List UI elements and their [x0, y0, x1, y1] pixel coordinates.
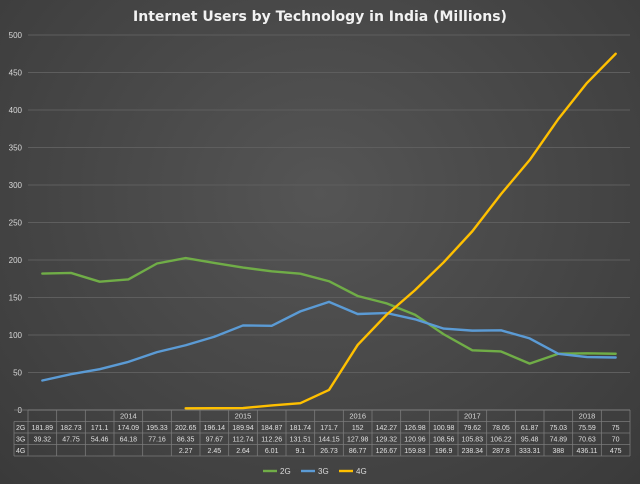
data-label: 108.56: [433, 437, 455, 444]
data-label: 126.67: [376, 448, 398, 455]
y-tick-label: 400: [9, 106, 23, 115]
data-label: 79.62: [464, 425, 482, 432]
data-label: 2.45: [208, 448, 222, 455]
data-label: 196.14: [204, 425, 226, 432]
data-label: 436.11: [577, 448, 598, 455]
y-axis: 0 50 100 150 200 250 300 350 400 450 500: [9, 31, 23, 415]
data-label: 86.35: [177, 437, 195, 444]
legend: 2G 3G 4G: [263, 467, 367, 476]
data-label: 152: [352, 425, 364, 432]
series-lines: [41, 52, 617, 410]
data-label: 131.51: [290, 437, 312, 444]
data-label: 100.98: [433, 425, 455, 432]
data-label: 75: [612, 425, 620, 432]
gridlines: [28, 34, 630, 411]
y-tick-label: 300: [9, 181, 23, 190]
series-line-3G: [41, 300, 617, 382]
data-label: 112.26: [261, 437, 282, 444]
data-label: 120.96: [404, 437, 426, 444]
legend-label: 2G: [280, 467, 291, 476]
y-tick-label: 50: [13, 369, 22, 378]
x-tick-label: 2014: [120, 412, 137, 421]
y-tick-label: 350: [9, 144, 23, 153]
data-label: 112.74: [233, 437, 254, 444]
data-label: 196.9: [435, 448, 453, 455]
y-tick-label: 200: [9, 256, 23, 265]
table-row-key: 2G: [16, 425, 25, 432]
data-label: 95.48: [521, 437, 539, 444]
data-label: 64.18: [120, 437, 138, 444]
data-label: 202.65: [175, 425, 197, 432]
data-label: 287.8: [492, 448, 510, 455]
data-label: 333.31: [519, 448, 541, 455]
data-label: 144.15: [318, 437, 340, 444]
data-label: 61.87: [521, 425, 539, 432]
data-label: 184.87: [261, 425, 283, 432]
data-label: 142.27: [376, 425, 398, 432]
data-label: 174.09: [118, 425, 140, 432]
y-tick-label: 450: [9, 69, 23, 78]
data-label: 26.73: [320, 448, 338, 455]
data-label: 238.34: [462, 448, 484, 455]
data-label: 2.64: [236, 448, 250, 455]
table-row-key: 4G: [16, 448, 25, 455]
data-label: 129.32: [376, 437, 398, 444]
data-table: 2014 2015 2016 2017 2018 2G 181.89 182.73 171.1 1…: [13, 409, 631, 457]
data-label: 77.16: [148, 437, 166, 444]
y-tick-label: 150: [9, 294, 23, 303]
data-label: 106.22: [490, 437, 512, 444]
y-tick-label: 100: [9, 331, 23, 340]
y-tick-label: 0: [18, 406, 23, 415]
data-label: 159.83: [404, 448, 426, 455]
data-label: 75.03: [550, 425, 568, 432]
x-tick-label: 2015: [235, 412, 252, 421]
data-label: 70: [612, 437, 620, 444]
data-label: 2.27: [179, 448, 193, 455]
table-row-key: 3G: [16, 437, 25, 444]
y-tick-label: 500: [9, 31, 23, 40]
data-label: 75.59: [578, 425, 596, 432]
x-tick-label: 2016: [349, 412, 366, 421]
x-tick-label: 2017: [464, 412, 481, 421]
series-line-2G: [41, 256, 617, 365]
data-label: 74.89: [550, 437, 568, 444]
data-label: 105.83: [462, 437, 484, 444]
data-label: 78.05: [492, 425, 510, 432]
legend-label: 4G: [356, 467, 367, 476]
data-label: 171.7: [320, 425, 338, 432]
data-label: 195.33: [146, 425, 168, 432]
y-tick-label: 250: [9, 219, 23, 228]
data-label: 171.1: [91, 425, 109, 432]
data-label: 182.73: [60, 425, 82, 432]
data-label: 86.77: [349, 448, 367, 455]
data-label: 181.89: [32, 425, 54, 432]
data-label: 47.75: [62, 437, 80, 444]
data-label: 181.74: [290, 425, 312, 432]
data-label: 388: [552, 448, 564, 455]
series-line-4G: [184, 52, 617, 410]
x-tick-label: 2018: [579, 412, 596, 421]
data-label: 189.94: [232, 425, 254, 432]
data-label: 9.1: [295, 448, 305, 455]
data-label: 70.63: [578, 437, 596, 444]
data-label: 39.32: [34, 437, 52, 444]
data-label: 54.46: [91, 437, 109, 444]
chart-title: Internet Users by Technology in India (M…: [133, 9, 507, 25]
data-label: 97.67: [206, 437, 224, 444]
legend-label: 3G: [318, 467, 329, 476]
data-label: 6.01: [265, 448, 279, 455]
data-label: 126.98: [404, 425, 426, 432]
data-label: 127.98: [347, 437, 369, 444]
data-label: 475: [610, 448, 622, 455]
